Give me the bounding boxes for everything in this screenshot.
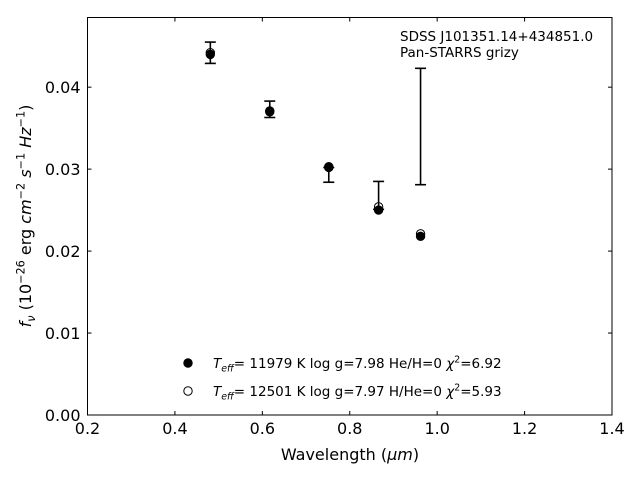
legend: Teff= 11979 K log g=7.98 He/H=0 χ2=6.92T…: [183, 354, 502, 402]
label-part: −1: [14, 111, 27, 128]
label-part: T: [213, 384, 223, 400]
y-axis-label: fν (10−26 erg cm−2 s−1 Hz−1): [14, 105, 38, 328]
label-part: eff: [221, 363, 235, 374]
label-part: s: [16, 169, 35, 177]
plot-area: 0.2 0.4 0.6 0.8 1.0 1.2 1.4 0.00 0.01 0.02 0.03 0.0…: [45, 17, 625, 438]
label-part: −2: [14, 183, 27, 200]
filled-model-point: [373, 205, 384, 215]
label-part: Hz: [16, 127, 35, 148]
label-part: Wavelength (: [281, 445, 387, 464]
x-tick-label: 0.4: [162, 419, 187, 438]
x-axis-label: Wavelength (μm): [281, 445, 419, 464]
annotation-line-1: SDSS J101351.14+434851.0: [400, 29, 593, 45]
filled-model-point: [324, 162, 334, 173]
label-part: eff: [221, 391, 235, 402]
label-part: f: [16, 319, 35, 327]
y-tick-label: 0.04: [45, 78, 81, 97]
label-part: −1: [14, 153, 27, 170]
filled-model-point: [205, 49, 216, 60]
label-part: = 12501 K log g=7.97 H/He=0: [234, 384, 446, 400]
data-points: [205, 48, 426, 242]
label-part: ): [16, 105, 35, 111]
x-tick-label: 0.6: [250, 419, 275, 438]
label-part: ν: [25, 316, 38, 322]
annotation-line-2: Pan-STARRS grizy: [400, 45, 519, 61]
chart-annotation: SDSS J101351.14+434851.0 Pan-STARRS griz…: [400, 29, 593, 61]
x-tick-label: 1.4: [599, 419, 624, 438]
label-part: μm: [386, 445, 413, 464]
x-tick-label: 1.2: [512, 419, 537, 438]
axis-ticks: 0.2 0.4 0.6 0.8 1.0 1.2 1.4 0.00 0.01 0.02 0.03 0.0…: [45, 17, 625, 438]
label-part: = 11979 K log g=7.98 He/H=0: [234, 356, 446, 372]
label-part: cm: [16, 199, 35, 223]
filled-model-point: [265, 106, 275, 116]
y-tick-label: 0.00: [45, 406, 81, 425]
label-part: ): [413, 445, 419, 464]
legend-label: Teff= 11979 K log g=7.98 He/H=0 χ2=6.92: [213, 354, 502, 374]
label-part: 2: [454, 354, 460, 365]
x-tick-label: 0.2: [75, 419, 100, 438]
label-part: erg: [16, 224, 35, 260]
legend-marker-filled: [183, 358, 193, 368]
legend-label: Teff= 12501 K log g=7.97 H/He=0 χ2=5.93: [213, 382, 502, 402]
label-part: χ: [445, 356, 455, 372]
label-part: (10: [16, 284, 35, 316]
label-part: 2: [454, 382, 460, 393]
label-part: χ: [445, 384, 455, 400]
x-tick-label: 0.8: [337, 419, 362, 438]
y-tick-label: 0.03: [45, 160, 81, 179]
label-part: =6.92: [460, 356, 501, 372]
legend-marker-open: [183, 386, 193, 396]
label-part: =5.93: [460, 384, 501, 400]
y-tick-label: 0.02: [45, 242, 81, 261]
y-tick-label: 0.01: [45, 324, 81, 343]
filled-model-point: [415, 231, 426, 242]
label-part: T: [213, 356, 223, 372]
label-part: −26: [14, 260, 27, 284]
x-tick-label: 1.0: [424, 419, 449, 438]
error-bars: [204, 41, 427, 211]
